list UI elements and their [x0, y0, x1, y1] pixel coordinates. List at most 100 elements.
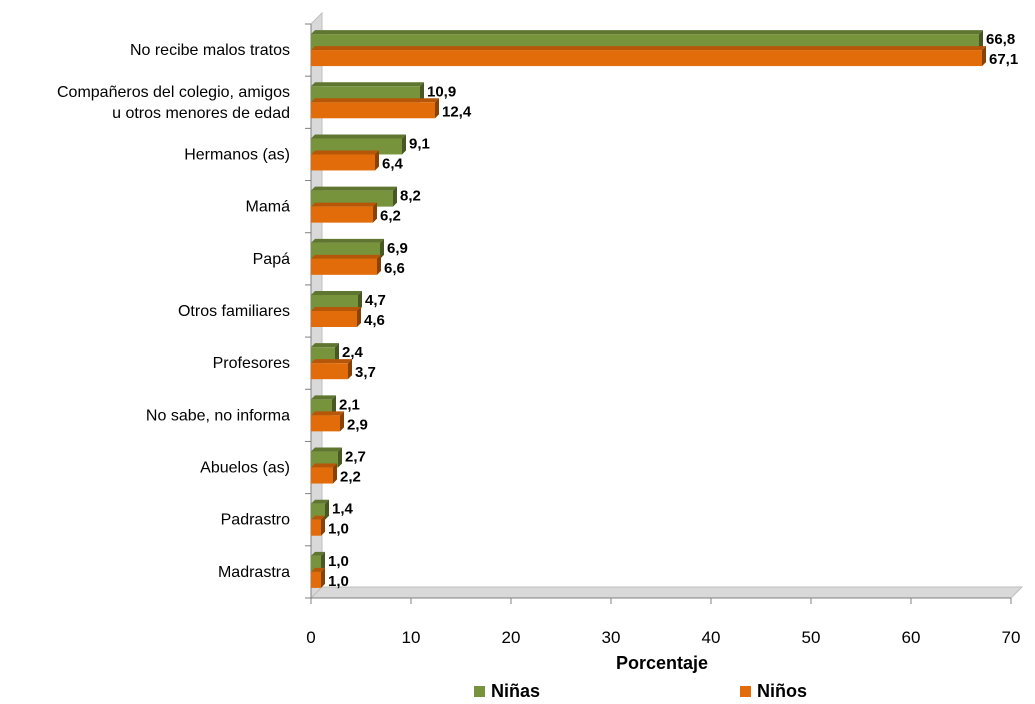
category-label: No recibe malos tratos [130, 42, 290, 59]
bar-nina-10-end [321, 551, 325, 572]
bar-nino-6-top [311, 359, 352, 364]
bar-nino-3 [311, 202, 377, 223]
data-label-nina-2: 9,1 [409, 135, 430, 152]
bar-nino-9-end [321, 515, 325, 536]
bar-nina-8-end [338, 447, 342, 468]
data-label-nina-7: 2,1 [339, 396, 360, 413]
bar-nina-10-top [311, 551, 325, 556]
category-label: Papá [253, 251, 290, 268]
x-tick-label: 10 [402, 628, 421, 647]
bar-nina-9-top [311, 499, 329, 504]
bar-nino-7-end [340, 411, 344, 432]
bar-nino-6-end [348, 359, 352, 380]
bar-nina-4-top [311, 238, 384, 243]
x-tick-label: 0 [306, 628, 315, 647]
bar-nino-3-end [373, 202, 377, 223]
bar-nino-1-end [435, 98, 439, 119]
data-label-nino-10: 1,0 [328, 573, 349, 590]
legend-swatch-nino [740, 686, 751, 697]
bar-nina-9-end [325, 499, 329, 520]
bar-nino-4-end [377, 254, 381, 275]
data-label-nina-8: 2,7 [345, 449, 366, 466]
legend-item-nina: Niñas [474, 681, 540, 701]
bar-nina-0-end [979, 30, 983, 51]
bar-nina-7-top [311, 395, 336, 400]
bar-nino-4 [311, 254, 381, 275]
floor-wall [309, 586, 1024, 599]
legend-label-nina: Niñas [491, 681, 540, 701]
data-label-nina-1: 10,9 [427, 83, 456, 100]
x-tick-label: 20 [502, 628, 521, 647]
category-label: No sabe, no informa [146, 407, 290, 424]
x-tick-label: 50 [802, 628, 821, 647]
bar-nino-10-end [321, 567, 325, 588]
bar-nino-8-top [311, 463, 337, 468]
bar-nino-8 [311, 463, 337, 484]
bar-nino-2 [311, 150, 379, 171]
bar-nino-6 [311, 359, 352, 380]
bar-nino-8-front [311, 467, 333, 484]
bar-nino-2-end [375, 150, 379, 171]
bar-nino-1 [311, 98, 439, 119]
bar-nino-0-front [311, 50, 982, 67]
back-wall [311, 13, 1022, 598]
data-label-nina-0: 66,8 [986, 31, 1015, 48]
bar-nina-6-end [335, 343, 339, 364]
bar-nina-1-top [311, 82, 424, 87]
bar-nino-0-end [982, 46, 986, 67]
bar-nino-0 [311, 46, 986, 67]
data-label-nino-0: 67,1 [989, 51, 1018, 68]
axis-group: 0 10 20 30 40 50 60 70 [305, 23, 1021, 647]
bar-nino-0-top [311, 46, 986, 51]
data-label-nino-4: 6,6 [384, 260, 405, 277]
bar-nina-5-end [358, 291, 362, 311]
bar-nino-5-front [311, 311, 357, 327]
bar-nino-10 [311, 567, 325, 588]
data-label-nino-3: 6,2 [380, 208, 401, 225]
bar-nino-7 [311, 411, 344, 432]
x-tick-label: 40 [702, 628, 721, 647]
category-label: Profesores [213, 355, 290, 372]
legend: Niñas Niños [474, 681, 807, 701]
bar-nina-2-top [311, 134, 406, 139]
bar-nino-4-front [311, 258, 377, 275]
data-label-nina-6: 2,4 [342, 344, 364, 361]
bar-nina-10-front [311, 555, 321, 572]
category-label: Abuelos (as) [200, 460, 290, 477]
bar-nino-8-end [333, 463, 337, 484]
legend-label-nino: Niños [757, 681, 807, 701]
bar-nino-4-top [311, 254, 381, 259]
x-tick-label: 70 [1002, 628, 1021, 647]
bar-nina-8-top [311, 447, 342, 452]
bar-nino-3-top [311, 202, 377, 207]
data-label-nina-9: 1,4 [332, 501, 354, 518]
data-label-nino-9: 1,0 [328, 521, 349, 538]
bar-nina-2-end [402, 134, 406, 155]
category-label: Mamá [246, 199, 291, 216]
data-label-nina-3: 8,2 [400, 188, 421, 205]
legend-swatch-nina [474, 686, 485, 697]
bar-nino-5 [311, 307, 361, 327]
bar-nino-7-top [311, 411, 344, 416]
bar-nina-4-end [380, 238, 384, 259]
x-tick-label: 30 [602, 628, 621, 647]
bar-nino-10-top [311, 567, 325, 572]
data-label-nina-4: 6,9 [387, 240, 408, 257]
data-label-nino-5: 4,6 [364, 312, 385, 329]
bar-nino-9 [311, 515, 325, 536]
bar-nino-1-front [311, 102, 435, 119]
data-label-nino-2: 6,4 [382, 155, 404, 172]
bar-nina-5-top [311, 291, 362, 295]
bar-nina-7-end [332, 395, 336, 416]
bar-nina-6-top [311, 343, 339, 348]
data-label-nino-7: 2,9 [347, 416, 368, 433]
bar-nino-5-end [357, 307, 361, 327]
bar-nina-3-end [393, 186, 397, 207]
category-label: Hermanos (as) [184, 146, 290, 163]
bar-nino-2-front [311, 154, 375, 171]
x-axis-title: Porcentaje [616, 653, 708, 673]
data-label-nino-1: 12,4 [442, 103, 472, 120]
bar-nino-2-top [311, 150, 379, 155]
